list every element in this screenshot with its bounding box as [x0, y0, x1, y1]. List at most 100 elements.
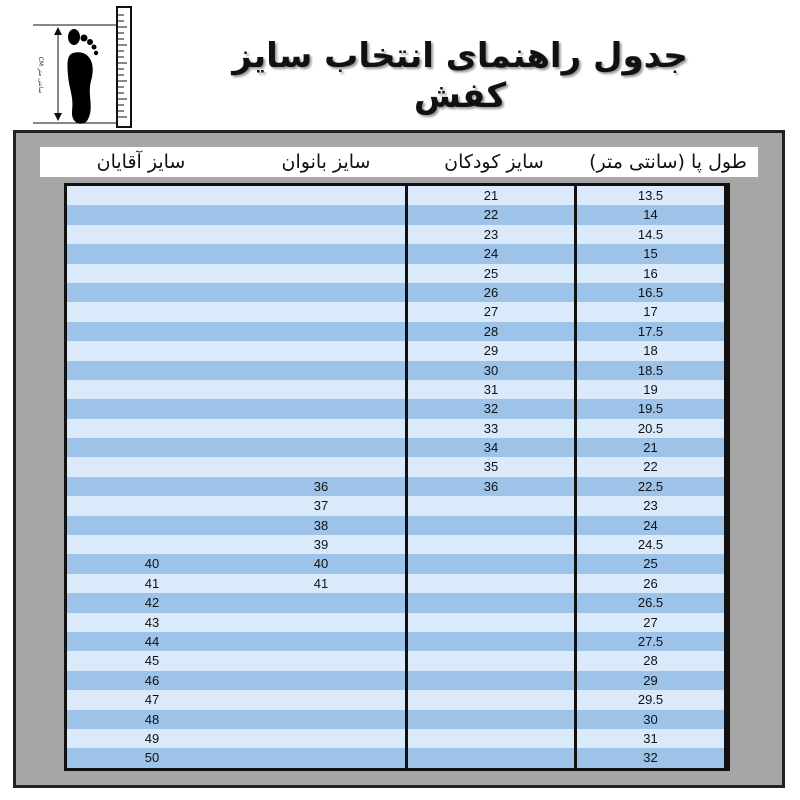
foot-length-cell: 14 [577, 205, 727, 225]
foot-length-cell: 24.5 [577, 535, 727, 555]
men-size-cell: 50 [144, 750, 160, 766]
kids-size-cell [408, 709, 577, 729]
women-size-cell: 41 [237, 573, 408, 594]
foot-length-cell: 27 [577, 612, 727, 632]
table-row: 29 46 [67, 670, 727, 691]
table-row: 32 50 [67, 748, 727, 768]
men-size-cell: 43 [144, 614, 160, 630]
foot-length-cell: 27.5 [577, 631, 727, 652]
foot-length-cell: 23 [577, 496, 727, 516]
foot-length-cell: 18.5 [577, 360, 727, 380]
table-row: 26 41 41 [67, 573, 727, 594]
foot-length-cell: 28 [577, 651, 727, 671]
men-size-cell: 48 [144, 711, 160, 727]
women-size-cell [237, 457, 408, 477]
kids-size-cell: 32 [408, 399, 577, 419]
foot-length-cell: 16 [577, 263, 727, 283]
kids-size-cell: 28 [408, 321, 577, 342]
women-size-cell [237, 321, 408, 342]
women-size-cell [237, 282, 408, 303]
foot-length-cell: 32 [577, 748, 727, 768]
table-row: 28 45 [67, 651, 727, 671]
women-size-cell: 39 [237, 535, 408, 555]
foot-length-cell: 29.5 [577, 690, 727, 710]
women-size-cell [237, 593, 408, 613]
table-row: 24.5 39 [67, 535, 727, 555]
kids-size-cell: 29 [408, 341, 577, 361]
men-size-cell [67, 380, 237, 399]
table-row: 19.5 32 [67, 399, 727, 419]
women-size-cell: 40 [237, 554, 408, 574]
table-row: 29.5 47 [67, 690, 727, 710]
women-size-cell: 38 [237, 515, 408, 536]
table-row: 16.5 26 [67, 282, 727, 303]
kids-size-cell [408, 593, 577, 613]
kids-size-cell: 24 [408, 244, 577, 264]
table-row: 14 22 [67, 205, 727, 225]
table-row: 22 35 [67, 457, 727, 477]
foot-length-cell: 19 [577, 379, 727, 400]
men-size-cell [67, 457, 237, 476]
column-header-women: سایز بانوان [281, 151, 371, 173]
table-row: 14.5 23 [67, 224, 727, 245]
foot-length-cell: 24 [577, 515, 727, 536]
table-row: 18.5 30 [67, 360, 727, 380]
page-title: جدول راهنمای انتخاب سایز کفش [232, 36, 688, 116]
foot-length-cell: 20.5 [577, 418, 727, 439]
foot-ruler-icon: CM سانتی متر [33, 6, 132, 128]
table-row: 27 43 [67, 612, 727, 632]
kids-size-cell: 33 [408, 418, 577, 439]
kids-size-cell [408, 612, 577, 632]
women-size-cell [237, 263, 408, 283]
foot-length-cell: 15 [577, 244, 727, 264]
kids-size-cell: 21 [408, 186, 577, 206]
kids-size-cell [408, 728, 577, 749]
table-row: 31 49 [67, 728, 727, 749]
men-size-cell [67, 361, 237, 380]
kids-size-cell [408, 651, 577, 671]
women-size-cell [237, 728, 408, 749]
men-size-cell [67, 283, 237, 302]
men-size-cell [67, 244, 237, 263]
kids-size-cell [408, 515, 577, 536]
kids-size-cell [408, 554, 577, 574]
kids-size-cell: 22 [408, 205, 577, 225]
table-row: 27.5 44 [67, 631, 727, 652]
women-size-cell [237, 244, 408, 264]
foot-length-cell: 21 [577, 438, 727, 458]
women-size-cell [237, 438, 408, 458]
kids-size-cell [408, 670, 577, 691]
men-size-cell [67, 186, 237, 205]
table-row: 18 29 [67, 341, 727, 361]
table-row: 13.5 21 [67, 186, 727, 206]
men-size-cell [67, 438, 237, 457]
kids-size-cell: 31 [408, 379, 577, 400]
table-row: 22.5 36 36 [67, 476, 727, 497]
men-size-cell [67, 496, 237, 515]
foot-length-cell: 22.5 [577, 476, 727, 497]
men-size-cell: 46 [144, 672, 160, 688]
men-size-cell [67, 264, 237, 283]
foot-length-cell: 17.5 [577, 321, 727, 342]
men-size-cell [67, 477, 237, 496]
column-header-kids: سایز کودکان [444, 151, 544, 173]
kids-size-cell [408, 748, 577, 768]
foot-length-cell: 13.5 [577, 186, 727, 206]
women-size-cell [237, 379, 408, 400]
table-header: طول پا (سانتی متر) سایز کودکان سایز بانو… [40, 147, 758, 177]
kids-size-cell [408, 631, 577, 652]
women-size-cell: 36 [237, 476, 408, 497]
column-header-men: سایز آقایان [96, 151, 186, 173]
foot-length-cell: 19.5 [577, 399, 727, 419]
women-size-cell [237, 690, 408, 710]
foot-length-cell: 30 [577, 709, 727, 729]
women-size-cell [237, 709, 408, 729]
women-size-cell: 37 [237, 496, 408, 516]
foot-length-cell: 26.5 [577, 593, 727, 613]
table-row: 16 25 [67, 263, 727, 283]
women-size-cell [237, 186, 408, 206]
foot-length-cell: 17 [577, 302, 727, 322]
men-size-cell: 41 [144, 575, 160, 591]
table-row: 24 38 [67, 515, 727, 536]
men-size-cell [67, 205, 237, 224]
